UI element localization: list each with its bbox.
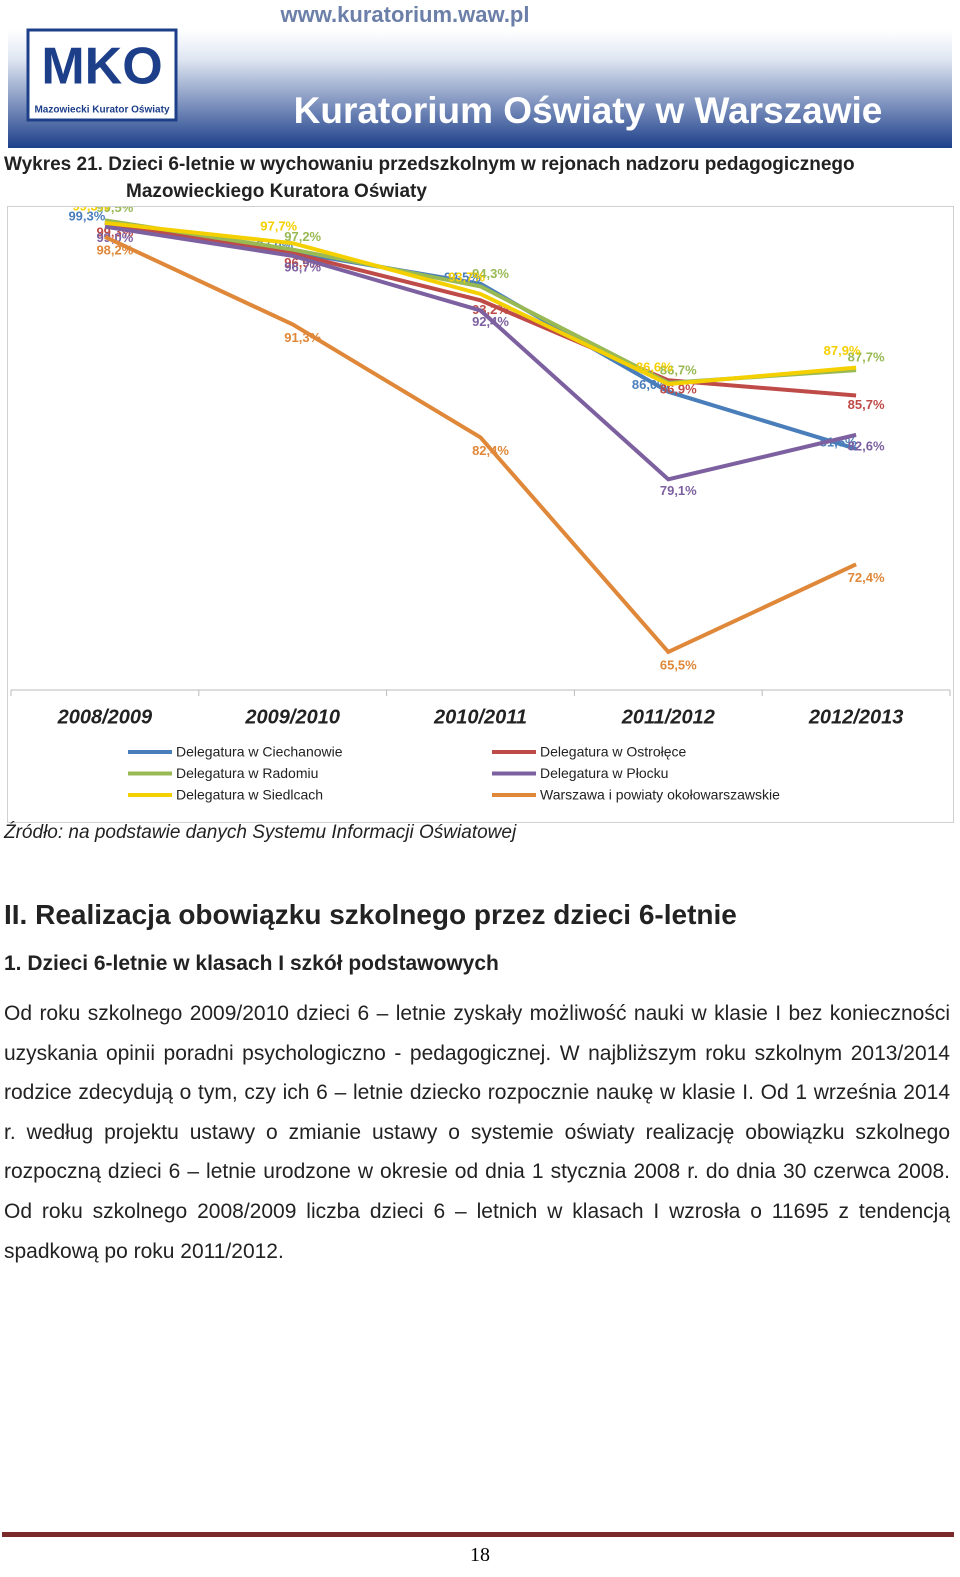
page-number: 18	[470, 1544, 490, 1566]
header-title: Kuratorium Oświaty w Warszawie	[294, 90, 883, 131]
data-label: 99,5%	[96, 206, 133, 215]
x-tick-label: 2009/2010	[244, 706, 340, 728]
data-label: 86,6%	[636, 360, 673, 375]
legend-label: Delegatura w Radomiu	[176, 765, 318, 781]
subheading: 1. Dzieci 6-letnie w klasach I szkół pod…	[4, 952, 499, 975]
heading: II. Realizacja obowiązku szkolnego przez…	[4, 899, 737, 930]
data-label: 82,6%	[848, 438, 885, 453]
caption-line: Mazowieckiego Kuratora Oświaty	[126, 181, 427, 202]
series-line	[104, 220, 857, 451]
data-label: 99,0%	[96, 230, 133, 245]
data-label: 97,2%	[284, 229, 321, 244]
data-label: 94,3%	[472, 266, 509, 281]
logo-box	[26, 28, 178, 122]
data-label: 72,4%	[848, 570, 885, 585]
data-label: 85,7%	[848, 397, 885, 412]
footer-rule	[2, 1532, 954, 1537]
data-label: 96,9%	[284, 255, 321, 270]
logo: MKO	[41, 38, 162, 96]
series-line	[104, 220, 857, 387]
header-banner: www.kuratorium.waw.pl MKO Mazowiecki Kur…	[8, 2, 952, 148]
legend-label: Warszawa i powiaty okołowarszawskie	[540, 787, 780, 803]
data-label: 98,2%	[96, 242, 133, 257]
legend-label: Delegatura w Ciechanowie	[176, 744, 343, 760]
legend-label: Delegatura w Płocku	[540, 765, 668, 781]
series-line	[104, 235, 857, 655]
x-tick-label: 2012/2013	[808, 706, 904, 728]
data-label: 91,3%	[284, 330, 321, 345]
url: www.kuratorium.waw.pl	[280, 2, 530, 27]
x-tick-label: 2010/2011	[433, 706, 527, 728]
chart: 2008/2009 2009/2010 2010/2011 2011/2012 2012…	[7, 206, 954, 823]
source: Źródło: na podstawie danych Systemu Info…	[4, 822, 517, 843]
data-label: 65,5%	[660, 657, 697, 672]
data-label: 99,3%	[72, 206, 109, 213]
data-label: 96,7%	[284, 259, 321, 274]
data-label: 87,9%	[824, 343, 861, 358]
x-tick-label: 2008/2009	[57, 706, 153, 728]
caption: Wykres 21. Dzieci 6-letnie w wychowaniu …	[4, 151, 954, 205]
series-line	[104, 220, 857, 398]
data-label: 92,4%	[472, 314, 509, 329]
x-tick-label: 2011/2012	[621, 706, 715, 728]
data-label: 86,7%	[660, 362, 697, 377]
data-label: 87,7%	[848, 350, 885, 365]
data-label: 97,7%	[260, 219, 297, 234]
series-line	[104, 224, 857, 482]
data-label: 79,1%	[660, 483, 697, 498]
caption-line: Wykres 21. Dzieci 6-letnie w wychowaniu …	[4, 154, 855, 175]
paragraph: Od roku szkolnego 2009/2010 dzieci 6 – l…	[4, 1002, 950, 1263]
rule	[2, 1532, 954, 1537]
legend-label: Delegatura w Siedlcach	[176, 787, 323, 803]
data-label: 99,3%	[68, 208, 105, 223]
data-label: 93,7%	[448, 269, 485, 284]
logo-caption: Mazowiecki Kurator Oświaty	[34, 105, 169, 116]
legend-label: Delegatura w Ostrołęce	[540, 744, 687, 760]
data-label: 82,4%	[472, 443, 509, 458]
